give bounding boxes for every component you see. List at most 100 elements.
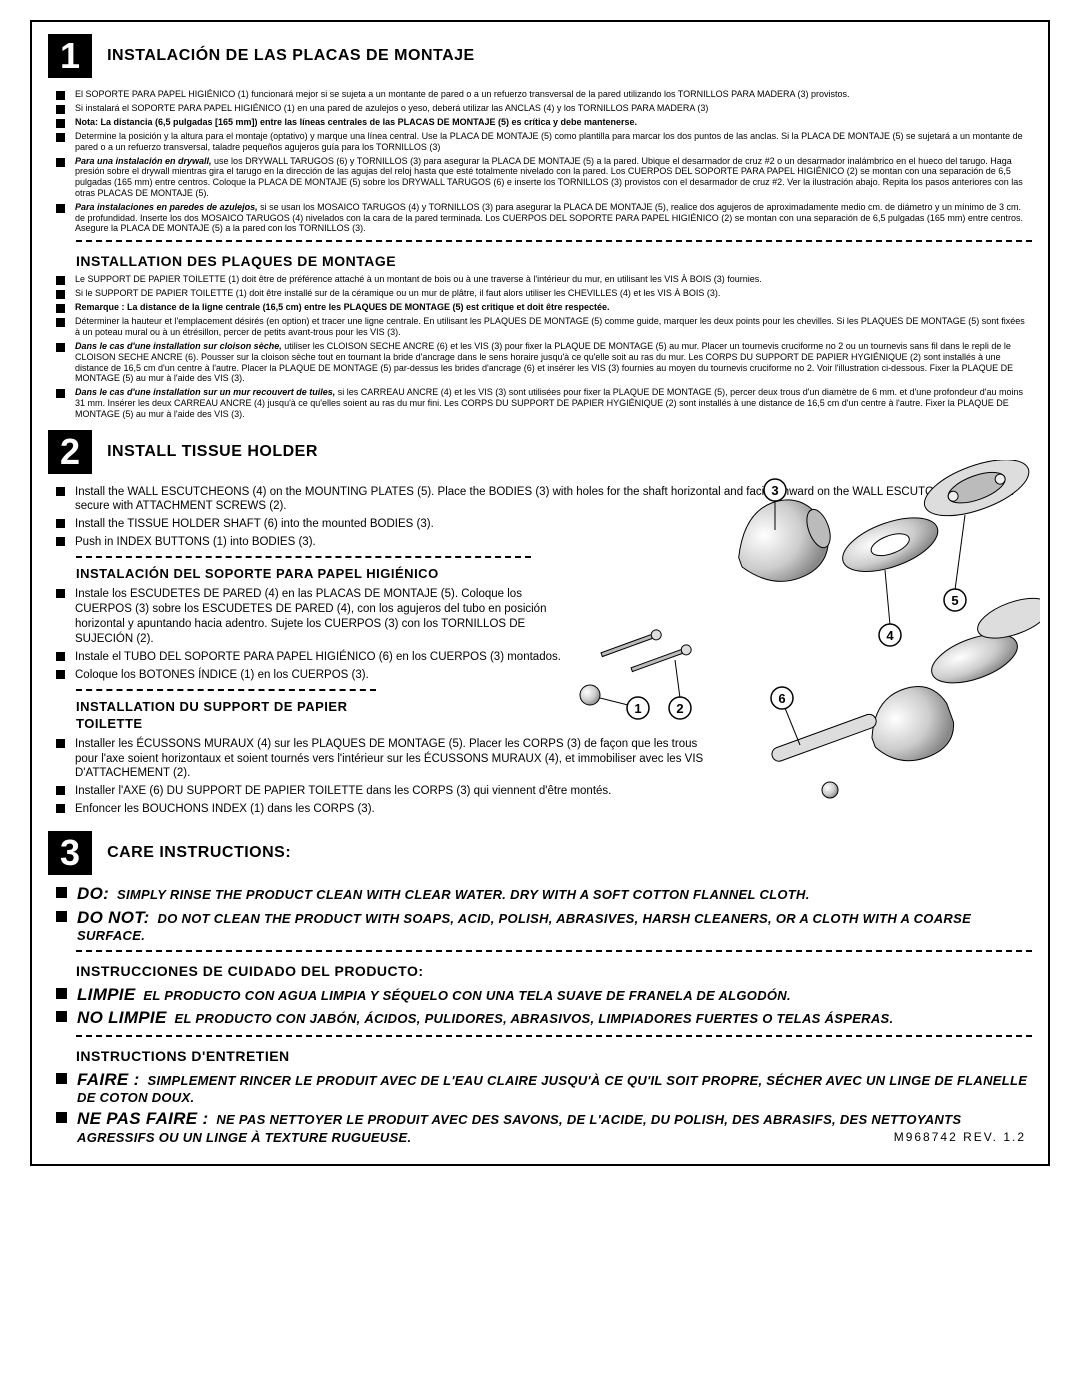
list-item: Instale el TUBO DEL SOPORTE PARA PAPEL H… [56, 650, 563, 665]
bullet-icon [56, 652, 65, 661]
text: LIMPIE EL PRODUCTO CON AGUA LIMPIA Y SÉQ… [77, 984, 1032, 1005]
list-item: Install the TISSUE HOLDER SHAFT (6) into… [56, 517, 563, 532]
list-item: Dans le cas d'une installation sur un mu… [56, 387, 1032, 419]
bullet-icon [56, 204, 65, 213]
list-item: Nota: La distancia (6,5 pulgadas [165 mm… [56, 117, 1032, 128]
bullet-icon [56, 389, 65, 398]
text: Remarque : La distance de la ligne centr… [75, 302, 1032, 313]
text: Dans le cas d'une installation sur clois… [75, 341, 1032, 384]
bullet-icon [56, 105, 65, 114]
text: DO NOT: DO NOT CLEAN THE PRODUCT WITH SO… [77, 907, 1032, 945]
bullet-icon [56, 290, 65, 299]
bullet-icon [56, 487, 65, 496]
text: Dans le cas d'une installation sur un mu… [75, 387, 1032, 419]
divider [76, 1035, 1032, 1037]
step-2: 2 INSTALL TISSUE HOLDER Install the WALL… [48, 430, 1032, 818]
bullet-icon [56, 276, 65, 285]
step-3-title-en: CARE INSTRUCTIONS: [107, 843, 291, 864]
bullet-icon [56, 158, 65, 167]
step-3-title-es: INSTRUCCIONES DE CUIDADO DEL PRODUCTO: [76, 962, 1032, 980]
bullet-icon [56, 119, 65, 128]
step-2-title-es: INSTALACIÓN DEL SOPORTE PARA PAPEL HIGIÉ… [76, 566, 563, 583]
care-do-en: DO: SIMPLY RINSE THE PRODUCT CLEAN WITH … [56, 883, 1032, 904]
bullet-icon [56, 589, 65, 598]
text: Push in INDEX BUTTONS (1) into BODIES (3… [75, 535, 563, 550]
bullet-icon [56, 1112, 67, 1123]
step-3-title-fr: INSTRUCTIONS D'ENTRETIEN [76, 1047, 1032, 1065]
step-1: 1 INSTALACIÓN DE LAS PLACAS DE MONTAJE E… [48, 34, 1032, 420]
text: NE PAS FAIRE : NE PAS NETTOYER LE PRODUI… [77, 1108, 1032, 1146]
bullet-icon [56, 911, 67, 922]
care-do-es: LIMPIE EL PRODUCTO CON AGUA LIMPIA Y SÉQ… [56, 984, 1032, 1005]
bullet-icon [56, 537, 65, 546]
text: Install the TISSUE HOLDER SHAFT (6) into… [75, 517, 563, 532]
bullet-icon [56, 1011, 67, 1022]
step-1-number: 1 [48, 34, 92, 78]
care-do-fr: FAIRE : SIMPLEMENT RINCER LE PRODUIT AVE… [56, 1069, 1032, 1107]
divider [76, 689, 376, 691]
bullet-icon [56, 519, 65, 528]
callout-1: 1 [634, 701, 641, 716]
text: Installer l'AXE (6) DU SUPPORT DE PAPIER… [75, 784, 615, 799]
step-1-title-es: INSTALACIÓN DE LAS PLACAS DE MONTAJE [107, 46, 475, 67]
text: Déterminer la hauteur et l'emplacement d… [75, 316, 1032, 338]
text: Para una instalación en drywall, use los… [75, 156, 1032, 199]
list-item: Push in INDEX BUTTONS (1) into BODIES (3… [56, 535, 563, 550]
list-item: Para instalaciones en paredes de azulejo… [56, 202, 1032, 234]
document-number: M968742 REV. 1.2 [894, 1130, 1026, 1146]
text: El SOPORTE PARA PAPEL HIGIÉNICO (1) func… [75, 89, 1032, 100]
step-2-title-fr: INSTALLATION DU SUPPORT DE PAPIER TOILET… [76, 699, 376, 733]
text: Enfoncer les BOUCHONS INDEX (1) dans les… [75, 802, 1032, 817]
list-item: Determine la posición y la altura para e… [56, 131, 1032, 153]
callout-2: 2 [676, 701, 683, 716]
bullet-icon [56, 804, 65, 813]
divider [76, 950, 1032, 952]
bullet-icon [56, 670, 65, 679]
step-3: 3 CARE INSTRUCTIONS: DO: SIMPLY RINSE TH… [48, 831, 1032, 1146]
text: Instale el TUBO DEL SOPORTE PARA PAPEL H… [75, 650, 563, 665]
step-1-title-fr: INSTALLATION DES PLAQUES DE MONTAGE [76, 252, 1032, 270]
divider [76, 240, 1032, 242]
list-item: Le SUPPORT DE PAPIER TOILETTE (1) doit ê… [56, 274, 1032, 285]
list-item: Dans le cas d'une installation sur clois… [56, 341, 1032, 384]
text: Instale los ESCUDETES DE PARED (4) en la… [75, 587, 563, 647]
step-3-number: 3 [48, 831, 92, 875]
text: Si instalará el SOPORTE PARA PAPEL HIGIÉ… [75, 103, 1032, 114]
text: Para instalaciones en paredes de azulejo… [75, 202, 1032, 234]
divider [76, 556, 531, 558]
callout-5: 5 [951, 593, 958, 608]
step-2-number: 2 [48, 430, 92, 474]
bullet-icon [56, 304, 65, 313]
assembly-diagram: 5 4 3 [550, 460, 1040, 805]
list-item: El SOPORTE PARA PAPEL HIGIÉNICO (1) func… [56, 89, 1032, 100]
callout-3: 3 [771, 483, 778, 498]
text: Si le SUPPORT DE PAPIER TOILETTE (1) doi… [75, 288, 1032, 299]
bullet-icon [56, 133, 65, 142]
bullet-icon [56, 343, 65, 352]
care-dont-fr: NE PAS FAIRE : NE PAS NETTOYER LE PRODUI… [56, 1108, 1032, 1146]
list-item: Si instalará el SOPORTE PARA PAPEL HIGIÉ… [56, 103, 1032, 114]
care-dont-es: NO LIMPIE EL PRODUCTO CON JABÓN, ÁCIDOS,… [56, 1007, 1032, 1028]
bullet-icon [56, 887, 67, 898]
instruction-page: 1 INSTALACIÓN DE LAS PLACAS DE MONTAJE E… [30, 20, 1050, 1166]
bullet-icon [56, 91, 65, 100]
bullet-icon [56, 1073, 67, 1084]
list-item: Instale los ESCUDETES DE PARED (4) en la… [56, 587, 563, 647]
callout-6: 6 [778, 691, 785, 706]
bullet-icon [56, 739, 65, 748]
step-2-title-en: INSTALL TISSUE HOLDER [107, 442, 318, 463]
list-item: Remarque : La distance de la ligne centr… [56, 302, 1032, 313]
care-dont-en: DO NOT: DO NOT CLEAN THE PRODUCT WITH SO… [56, 907, 1032, 945]
text: Le SUPPORT DE PAPIER TOILETTE (1) doit ê… [75, 274, 1032, 285]
bullet-icon [56, 786, 65, 795]
text: Coloque los BOTONES ÍNDICE (1) en los CU… [75, 668, 563, 683]
list-item: Déterminer la hauteur et l'emplacement d… [56, 316, 1032, 338]
text: DO: SIMPLY RINSE THE PRODUCT CLEAN WITH … [77, 883, 1032, 904]
bullet-icon [56, 988, 67, 999]
list-item: Si le SUPPORT DE PAPIER TOILETTE (1) doi… [56, 288, 1032, 299]
text: FAIRE : SIMPLEMENT RINCER LE PRODUIT AVE… [77, 1069, 1032, 1107]
bullet-icon [56, 318, 65, 327]
callout-4: 4 [886, 628, 894, 643]
list-item: Enfoncer les BOUCHONS INDEX (1) dans les… [56, 802, 1032, 817]
text: Determine la posición y la altura para e… [75, 131, 1032, 153]
